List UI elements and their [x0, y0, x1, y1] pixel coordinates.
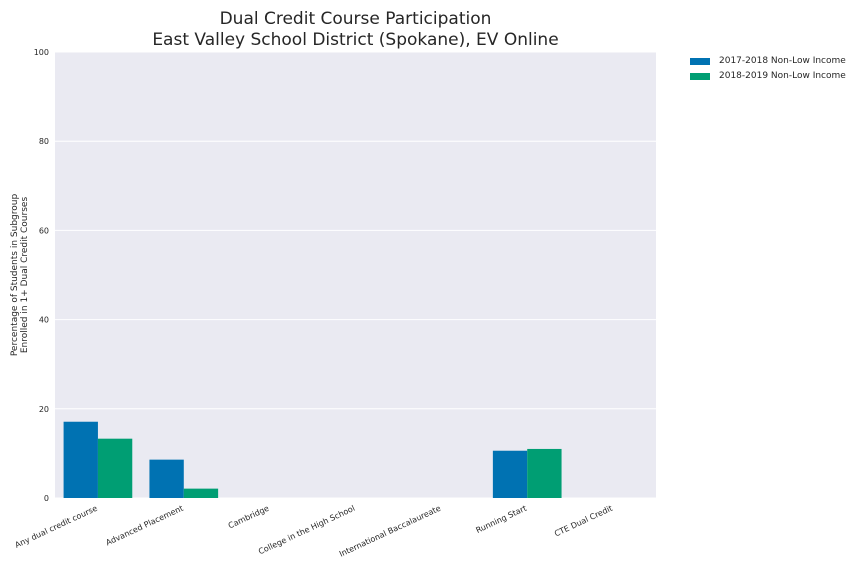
y-axis-label-line1: Percentage of Students in Subgroup [10, 194, 20, 357]
legend-item: 2017-2018 Non-Low Income [690, 54, 846, 68]
bar [63, 421, 98, 498]
bar [527, 448, 562, 498]
bar [149, 459, 184, 498]
y-axis-label-line2: Enrolled in 1+ Dual Credit Courses [20, 197, 30, 354]
plot-area [55, 52, 656, 498]
chart-title: Dual Credit Course Participation [219, 9, 492, 29]
y-axis-ticks: 0 20 40 60 80 100 [34, 48, 49, 503]
y-axis-label: Percentage of Students in Subgroup Enrol… [10, 194, 30, 357]
legend-swatch [690, 57, 710, 65]
legend-item: 2018-2019 Non-Low Income [690, 69, 846, 83]
x-tick-label: Running Start [475, 504, 529, 535]
x-axis-ticks: Any dual credit course Advanced Placement… [14, 504, 614, 559]
bar [97, 438, 133, 498]
y-tick-label: 40 [39, 316, 49, 325]
legend: 2017-2018 Non-Low Income 2018-2019 Non-L… [690, 54, 846, 84]
bar [183, 488, 219, 498]
bars [63, 421, 562, 498]
legend-label: 2017-2018 Non-Low Income [719, 56, 846, 66]
x-tick-label: CTE Dual Credit [553, 504, 614, 539]
x-tick-label: Advanced Placement [104, 504, 184, 548]
y-tick-label: 0 [44, 494, 49, 503]
chart-subtitle: East Valley School District (Spokane), E… [152, 30, 559, 50]
legend-label: 2018-2019 Non-Low Income [719, 71, 846, 81]
x-tick-label: Any dual credit course [14, 504, 99, 550]
y-tick-label: 20 [39, 405, 49, 414]
y-tick-label: 100 [34, 48, 49, 57]
bar [492, 450, 528, 498]
y-tick-label: 60 [39, 226, 49, 235]
x-tick-label: Cambridge [227, 504, 271, 531]
y-tick-label: 80 [39, 137, 49, 146]
legend-swatch [690, 72, 710, 80]
